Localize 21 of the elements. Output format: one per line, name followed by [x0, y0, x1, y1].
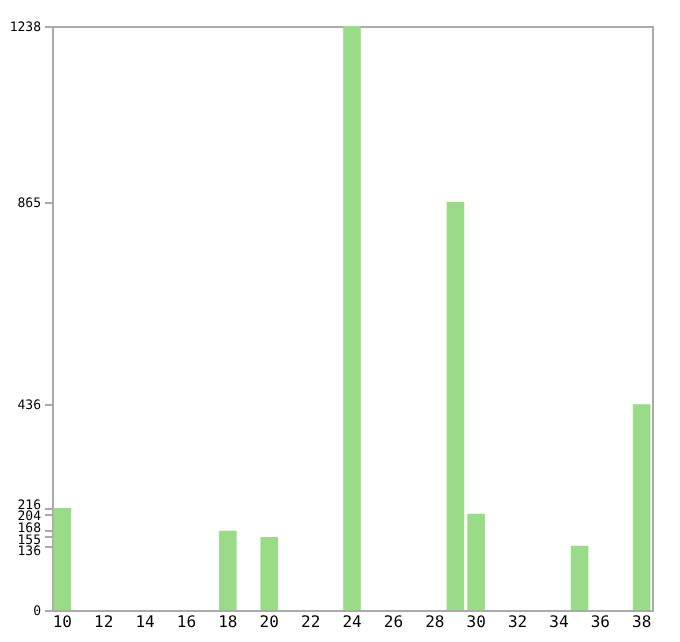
- x-tick-label: 32: [507, 613, 528, 631]
- bar: [343, 26, 361, 610]
- bar: [219, 530, 237, 610]
- x-tick-label: 36: [590, 613, 611, 631]
- x-tick-label: 38: [632, 613, 652, 631]
- x-tick-label: 16: [176, 613, 197, 631]
- x-tick-label: 22: [300, 613, 321, 631]
- x-tick-label: 28: [425, 613, 445, 631]
- x-tick-label: 14: [135, 613, 156, 631]
- x-tick-label: 10: [52, 613, 73, 631]
- bar: [53, 508, 72, 610]
- x-tick-label: 24: [342, 613, 362, 631]
- bar: [632, 404, 651, 610]
- bar: [260, 536, 279, 610]
- x-tick-label: 20: [259, 613, 280, 631]
- bar: [570, 545, 589, 610]
- x-tick-label: 34: [549, 613, 569, 631]
- x-tick-label: 18: [218, 613, 238, 631]
- x-tick-label: 26: [383, 613, 404, 631]
- x-tick-label: 12: [94, 613, 114, 631]
- x-tick-label: 30: [466, 613, 487, 631]
